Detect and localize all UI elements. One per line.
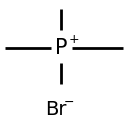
- Text: +: +: [69, 33, 80, 46]
- Text: Br: Br: [46, 100, 67, 119]
- Text: P: P: [55, 38, 68, 58]
- Text: −: −: [64, 96, 74, 109]
